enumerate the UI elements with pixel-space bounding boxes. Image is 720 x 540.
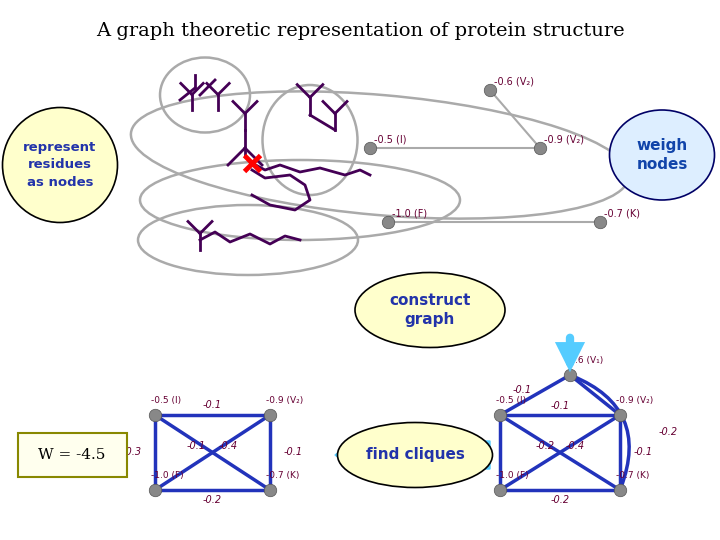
Text: -0.1: -0.1	[550, 401, 570, 411]
Text: -0.2: -0.2	[536, 441, 554, 451]
Text: -1.0 (F): -1.0 (F)	[151, 471, 184, 480]
FancyArrow shape	[335, 430, 490, 480]
Text: -1.0 (F): -1.0 (F)	[392, 208, 427, 218]
Text: -0.4: -0.4	[218, 441, 238, 451]
Text: -0.4: -0.4	[565, 441, 585, 451]
FancyBboxPatch shape	[18, 433, 127, 477]
Text: -0.2: -0.2	[550, 495, 570, 505]
Text: find cliques: find cliques	[366, 448, 464, 462]
Text: weigh
nodes: weigh nodes	[636, 138, 688, 172]
Text: -0.2: -0.2	[202, 495, 222, 505]
Text: -0.5 (I): -0.5 (I)	[151, 396, 181, 405]
Text: -0.1: -0.1	[513, 385, 531, 395]
Text: W = -4.5: W = -4.5	[38, 448, 106, 462]
Text: -0.6 (V₂): -0.6 (V₂)	[494, 76, 534, 86]
Text: -0.9 (V₂): -0.9 (V₂)	[544, 134, 584, 144]
Text: represent
residues
as nodes: represent residues as nodes	[23, 141, 96, 188]
Text: -0.7 (K): -0.7 (K)	[616, 471, 649, 480]
Text: -0.1: -0.1	[202, 400, 222, 410]
Text: -0.3: -0.3	[469, 447, 487, 457]
Text: -0.7 (K): -0.7 (K)	[266, 471, 300, 480]
Text: -0.1: -0.1	[186, 441, 206, 451]
Text: -0.6 (V₁): -0.6 (V₁)	[566, 356, 603, 365]
Text: -0.1: -0.1	[634, 447, 652, 457]
Text: -1.0 (F): -1.0 (F)	[496, 471, 528, 480]
Text: construct
graph: construct graph	[390, 293, 471, 327]
Text: -0.1: -0.1	[284, 447, 302, 457]
Text: -0.2: -0.2	[658, 427, 678, 437]
Text: A graph theoretic representation of protein structure: A graph theoretic representation of prot…	[96, 22, 624, 40]
Ellipse shape	[338, 422, 492, 488]
FancyArrowPatch shape	[572, 376, 629, 488]
Text: -0.7 (K): -0.7 (K)	[604, 208, 640, 218]
Text: -0.5 (I): -0.5 (I)	[374, 134, 407, 144]
Text: -0.3: -0.3	[122, 447, 142, 457]
Text: -0.5 (I): -0.5 (I)	[496, 396, 526, 405]
Text: -0.9 (V₂): -0.9 (V₂)	[266, 396, 303, 405]
Ellipse shape	[355, 273, 505, 348]
Text: -0.9 (V₂): -0.9 (V₂)	[616, 396, 653, 405]
Ellipse shape	[2, 107, 117, 222]
Ellipse shape	[610, 110, 714, 200]
